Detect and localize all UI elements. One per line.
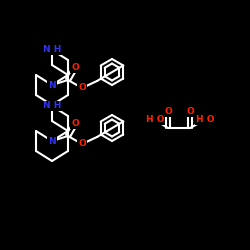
Text: N: N — [48, 80, 56, 90]
Text: O: O — [71, 64, 79, 72]
Text: O: O — [78, 84, 86, 92]
Text: O: O — [164, 108, 172, 116]
Text: N H: N H — [43, 46, 61, 54]
Text: O: O — [78, 140, 86, 148]
Text: O: O — [186, 108, 194, 116]
Text: N H: N H — [43, 102, 61, 110]
Text: O: O — [71, 120, 79, 128]
Text: H O: H O — [196, 116, 214, 124]
Text: N: N — [48, 136, 56, 145]
Text: H O: H O — [146, 116, 164, 124]
